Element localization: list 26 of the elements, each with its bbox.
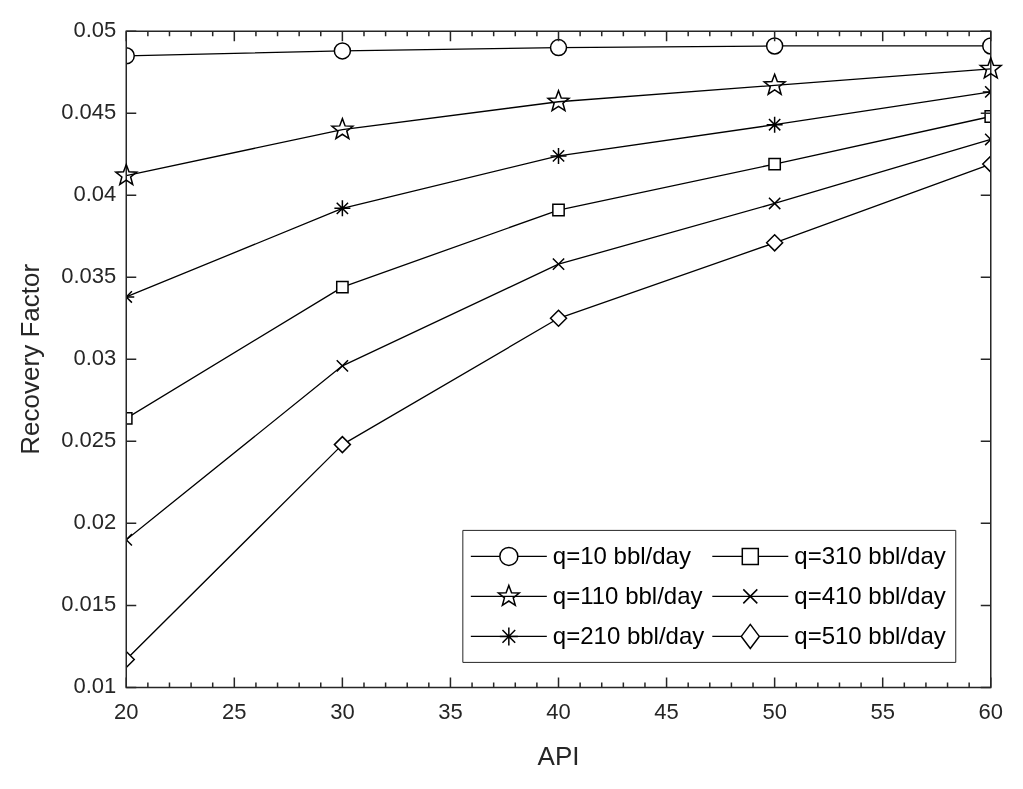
x-tick-label: 35 — [438, 698, 463, 724]
y-tick-label: 0.025 — [61, 427, 117, 453]
y-tick-label: 0.01 — [73, 673, 117, 699]
y-tick-label: 0.03 — [73, 345, 117, 371]
x-tick-label: 40 — [546, 698, 571, 724]
x-tick-label: 60 — [978, 698, 1004, 724]
y-tick-label: 0.045 — [61, 99, 117, 125]
legend-label: q=310 bbl/day — [794, 542, 946, 570]
y-tick-label: 0.015 — [61, 591, 117, 617]
legend-label: q=410 bbl/day — [794, 582, 946, 610]
x-axis-title: API — [537, 740, 580, 771]
y-tick-label: 0.05 — [73, 17, 117, 43]
legend-label: q=510 bbl/day — [794, 622, 946, 650]
legend-label: q=110 bbl/day — [552, 582, 703, 610]
legend-label: q=10 bbl/day — [552, 542, 691, 570]
x-tick-label: 45 — [654, 698, 679, 724]
y-tick-label: 0.02 — [73, 509, 117, 535]
y-tick-label: 0.035 — [61, 263, 117, 289]
x-tick-label: 20 — [114, 698, 139, 724]
y-axis-title: Recovery Factor — [14, 263, 45, 455]
x-tick-label: 30 — [330, 698, 355, 724]
y-tick-label: 0.04 — [73, 181, 117, 207]
legend-label: q=210 bbl/day — [552, 622, 705, 650]
x-tick-label: 25 — [222, 698, 247, 724]
x-tick-label: 55 — [870, 698, 895, 724]
x-tick-label: 50 — [762, 698, 787, 724]
